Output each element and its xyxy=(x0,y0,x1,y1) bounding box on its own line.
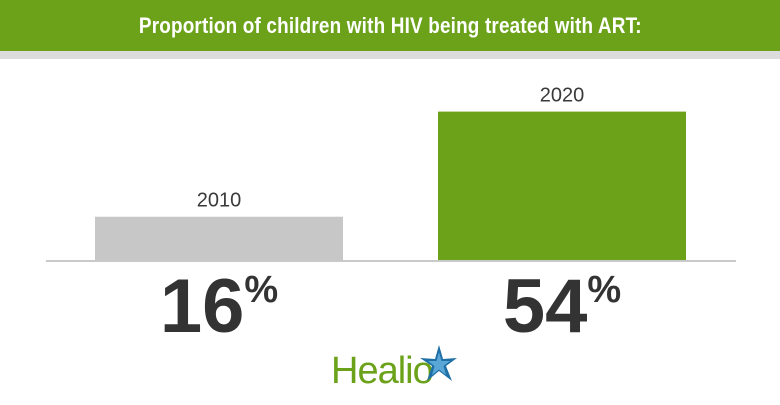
star-icon-light xyxy=(428,352,450,375)
healio-logo: Healio xyxy=(331,344,471,396)
title-banner: Proportion of children with HIV being tr… xyxy=(0,0,780,51)
bar-2010 xyxy=(95,216,343,261)
category-label-2010: 2010 xyxy=(197,190,242,212)
logo-text: Healio xyxy=(331,350,434,392)
value-label-2010: 16% xyxy=(160,264,278,349)
category-label-2020: 2020 xyxy=(540,85,585,107)
divider-rule xyxy=(0,51,780,59)
bar-chart: 2010 16% 2020 54% xyxy=(46,85,736,349)
chart-title: Proportion of children with HIV being tr… xyxy=(138,12,642,38)
bar-2020 xyxy=(438,111,686,261)
value-label-2020: 54% xyxy=(503,264,621,349)
star-icon xyxy=(420,345,457,381)
